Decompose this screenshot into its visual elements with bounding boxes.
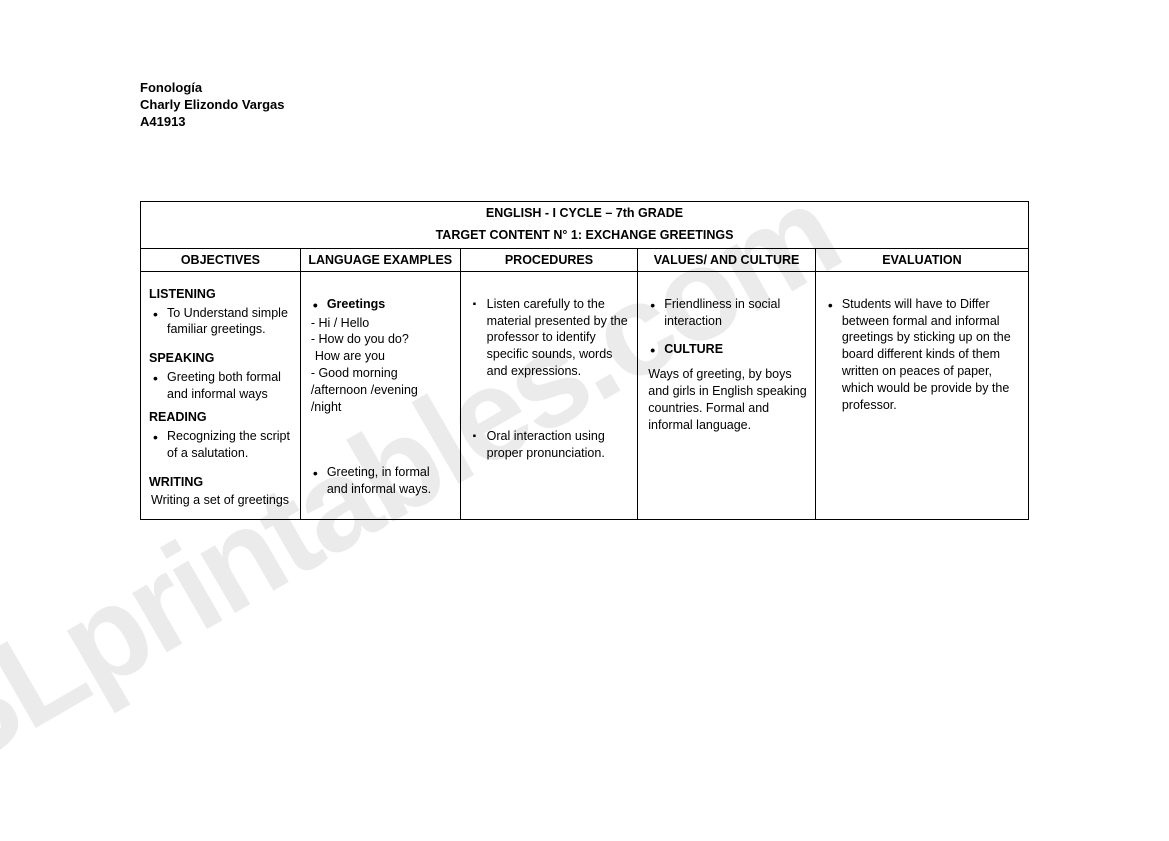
procedure-1: Listen carefully to the material present… (469, 296, 630, 380)
value-1: Friendliness in social interaction (646, 296, 807, 330)
header-line-3: A41913 (140, 114, 1029, 131)
table-header-row: OBJECTIVES LANGUAGE EXAMPLES PROCEDURES … (141, 248, 1029, 271)
lang-item-2: Greeting, in formal and informal ways. (309, 464, 452, 498)
writing-text: Writing a set of greetings (149, 492, 292, 509)
cell-procedures: Listen carefully to the material present… (460, 271, 638, 520)
table-title-row: ENGLISH - I CYCLE – 7th GRADE (141, 201, 1029, 224)
table-body-row: LISTENING To Understand simple familiar … (141, 271, 1029, 520)
col-header-objectives: OBJECTIVES (141, 248, 301, 271)
speaking-item: Greeting both formal and informal ways (149, 369, 292, 403)
greetings-label: Greetings (309, 296, 452, 313)
procedure-2: Oral interaction using proper pronunciat… (469, 428, 630, 462)
lang-line-1: - Hi / Hello (309, 315, 452, 332)
header-line-1: Fonología (140, 80, 1029, 97)
cell-language: Greetings - Hi / Hello - How do you do? … (300, 271, 460, 520)
reading-label: READING (149, 409, 292, 426)
lang-line-2: - How do you do? (309, 331, 452, 348)
header-line-2: Charly Elizondo Vargas (140, 97, 1029, 114)
document-page: Fonología Charly Elizondo Vargas A41913 … (0, 0, 1169, 560)
culture-text: Ways of greeting, by boys and girls in E… (646, 366, 807, 434)
cell-values: Friendliness in social interaction CULTU… (638, 271, 816, 520)
col-header-evaluation: EVALUATION (815, 248, 1028, 271)
lesson-plan-table: ENGLISH - I CYCLE – 7th GRADE TARGET CON… (140, 201, 1029, 521)
table-subtitle: TARGET CONTENT N° 1: EXCHANGE GREETINGS (141, 224, 1029, 249)
lang-line-3: How are you (309, 348, 452, 365)
col-header-language: LANGUAGE EXAMPLES (300, 248, 460, 271)
cell-evaluation: Students will have to Differ between for… (815, 271, 1028, 520)
lang-line-4: - Good morning /afternoon /evening /nigh… (309, 365, 452, 416)
evaluation-item: Students will have to Differ between for… (824, 296, 1020, 414)
col-header-procedures: PROCEDURES (460, 248, 638, 271)
reading-item: Recognizing the script of a salutation. (149, 428, 292, 462)
table-subtitle-row: TARGET CONTENT N° 1: EXCHANGE GREETINGS (141, 224, 1029, 249)
table-title: ENGLISH - I CYCLE – 7th GRADE (141, 201, 1029, 224)
writing-label: WRITING (149, 474, 292, 491)
document-header: Fonología Charly Elizondo Vargas A41913 (140, 80, 1029, 131)
col-header-values: VALUES/ AND CULTURE (638, 248, 816, 271)
cell-objectives: LISTENING To Understand simple familiar … (141, 271, 301, 520)
listening-label: LISTENING (149, 286, 292, 303)
listening-item: To Understand simple familiar greetings. (149, 305, 292, 339)
speaking-label: SPEAKING (149, 350, 292, 367)
culture-label: CULTURE (646, 341, 807, 358)
